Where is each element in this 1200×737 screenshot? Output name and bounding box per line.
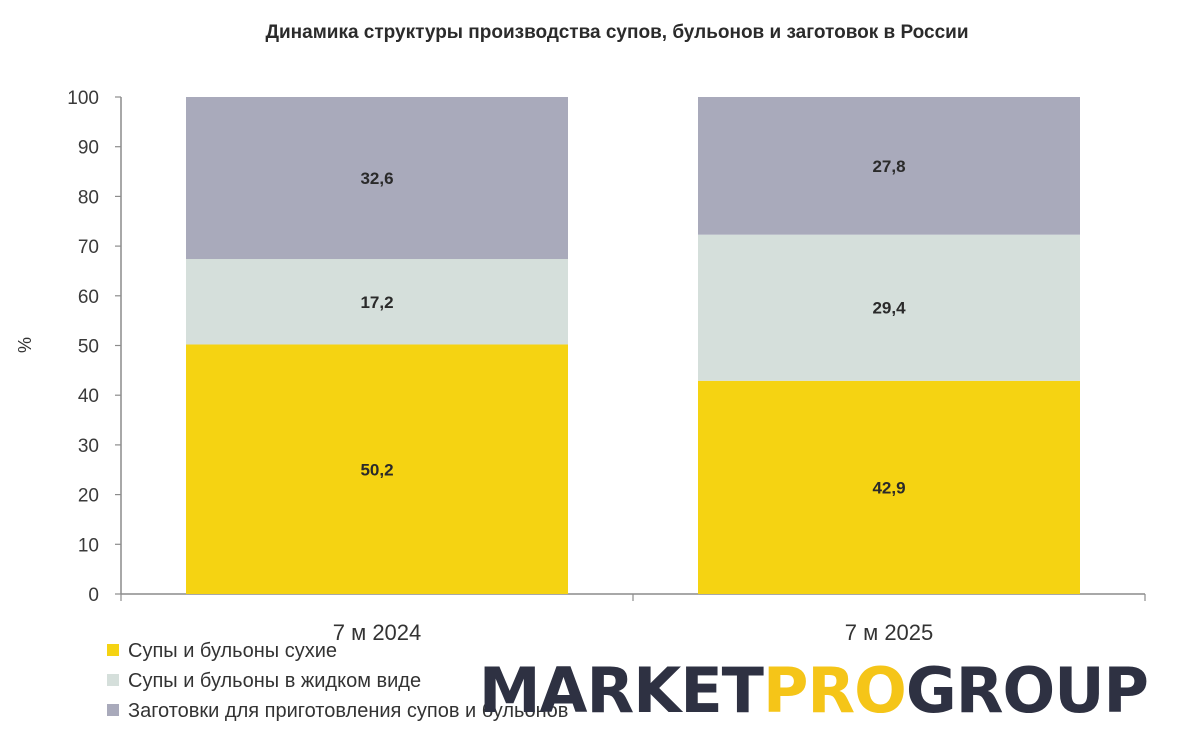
- data-label: 17,2: [360, 293, 393, 312]
- bars: 50,2 17,2 32,6 42,9 29,4 27,8: [186, 97, 1080, 594]
- logo-part-group: GROUP: [906, 654, 1148, 727]
- y-tick-label: 80: [78, 187, 99, 208]
- x-axis: 7 м 2024 7 м 2025: [120, 593, 1146, 645]
- y-tick-label: 90: [78, 138, 99, 159]
- data-label: 50,2: [360, 460, 393, 479]
- legend-label: Заготовки для приготовления супов и буль…: [128, 700, 568, 722]
- y-tick-label: 100: [67, 88, 99, 109]
- y-tick-label: 40: [78, 386, 99, 407]
- y-tick-label: 70: [78, 237, 99, 258]
- bar-segment: [698, 97, 1080, 235]
- y-axis: 0 10 20 30 40 50 60 70 80 90 100: [67, 88, 122, 606]
- bar-segment: [186, 344, 568, 594]
- y-tick-label: 60: [78, 287, 99, 308]
- data-label: 27,8: [872, 157, 905, 176]
- legend-label: Супы и бульоны сухие: [128, 640, 337, 662]
- bar-segment: [186, 259, 568, 345]
- logo-part-pro: PRO: [763, 654, 906, 727]
- bar-segment: [186, 97, 568, 260]
- bar-segment: [698, 380, 1080, 594]
- bar-segment: [698, 234, 1080, 381]
- y-axis-label: %: [15, 337, 35, 353]
- legend-swatch: [107, 704, 119, 716]
- x-tick-label: 7 м 2025: [845, 620, 934, 645]
- data-label: 29,4: [872, 299, 906, 318]
- legend-swatch: [107, 674, 119, 686]
- data-label: 32,6: [360, 169, 393, 188]
- legend: Супы и бульоны сухие Супы и бульоны в жид…: [107, 640, 568, 722]
- marketprogroup-logo: MARKETPROGROUP: [479, 654, 1149, 727]
- x-tick-label: 7 м 2024: [333, 620, 422, 645]
- logo-part-market: MARKET: [479, 654, 764, 727]
- y-tick-label: 50: [78, 337, 99, 358]
- legend-swatch: [107, 644, 119, 656]
- y-tick-label: 10: [78, 535, 99, 556]
- y-tick-label: 30: [78, 436, 99, 457]
- data-label: 42,9: [872, 478, 905, 497]
- logo-text: MARKETPROGROUP: [479, 654, 1148, 727]
- y-tick-label: 0: [88, 585, 99, 606]
- legend-label: Супы и бульоны в жидком виде: [128, 670, 421, 692]
- y-tick-label: 20: [78, 486, 99, 507]
- chart-title: Динамика структуры производства супов, б…: [265, 22, 968, 43]
